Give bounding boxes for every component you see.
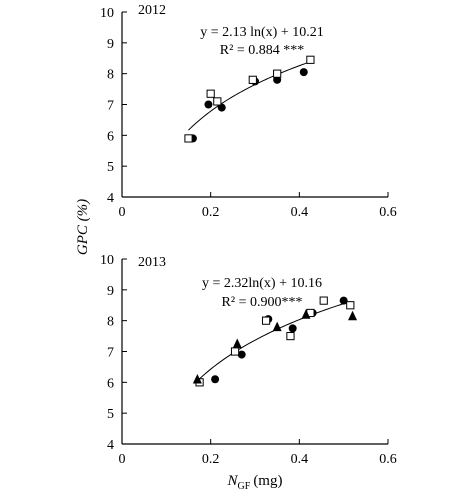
y-tick-label: 4 — [107, 438, 114, 453]
data-point-square — [346, 301, 355, 310]
y-tick-label: 6 — [107, 129, 114, 144]
x-tick-label: 0.4 — [291, 205, 309, 220]
y-tick-label: 4 — [107, 191, 114, 206]
data-point-triangle — [192, 374, 202, 384]
regression-equation: y = 2.13 ln(x) + 10.21 — [200, 25, 324, 40]
data-point-circle — [217, 103, 226, 112]
x-tick-label: 0.4 — [291, 452, 309, 467]
data-point-square — [230, 347, 240, 356]
y-tick-label: 10 — [100, 253, 114, 268]
data-point-square — [206, 89, 215, 98]
r-squared-label: R² = 0.900*** — [222, 295, 303, 310]
panel-year-label: 2013 — [138, 255, 166, 270]
data-point-circle — [211, 375, 220, 384]
y-tick-label: 6 — [107, 376, 114, 391]
data-point-triangle — [301, 309, 311, 319]
data-point-circle — [237, 350, 246, 359]
y-tick-label: 9 — [107, 37, 114, 52]
data-point-circle — [299, 68, 308, 77]
data-point-circle — [273, 75, 282, 84]
data-point-circle — [288, 324, 297, 333]
data-point-triangle — [272, 321, 282, 332]
y-tick-label: 5 — [107, 407, 114, 422]
y-tick-label: 9 — [107, 284, 114, 299]
fit-curve — [194, 301, 351, 384]
data-point-circle — [204, 100, 213, 109]
y-tick-label: 10 — [100, 6, 114, 21]
panel-year-label: 2012 — [138, 3, 166, 18]
data-point-square — [319, 296, 328, 305]
y-tick-label: 7 — [107, 346, 114, 361]
y-tick-label: 7 — [107, 99, 114, 114]
data-point-square — [248, 75, 257, 84]
data-point-square — [306, 55, 315, 64]
x-tick-label: 0.6 — [379, 452, 397, 467]
x-axis-title-unit: (mg) — [253, 473, 282, 489]
x-tick-label: 0.2 — [202, 205, 220, 220]
data-point-square — [213, 97, 222, 106]
x-tick-label: 0 — [119, 205, 126, 220]
data-point-circle — [339, 296, 348, 305]
x-axis-title-subscript: GF — [238, 481, 251, 492]
x-axis-title: NGF (mg) — [227, 473, 283, 492]
y-axis-title: GPC (%) — [75, 199, 91, 255]
panel-2012: 4 5 6 7 8 9 10 0 0.2 0.4 0.6 2012 y = 2.13 ln(x) + 1… — [100, 3, 397, 220]
x-tick-label: 0.2 — [202, 452, 220, 467]
fit-curve — [188, 62, 309, 131]
panel-2013: 4 5 6 7 8 9 10 0 0.2 0.4 0.6 2013 y = 2.32ln(x) + 10… — [100, 253, 397, 467]
y-tick-label: 8 — [107, 315, 114, 330]
data-point-square — [273, 69, 282, 78]
data-point-square — [184, 134, 193, 143]
y-tick-label: 8 — [107, 68, 114, 83]
r-squared-label: R² = 0.884 *** — [220, 43, 304, 58]
data-point-triangle — [232, 338, 242, 349]
y-tick-label: 5 — [107, 160, 114, 175]
data-point-square — [261, 316, 271, 325]
data-point-square — [286, 331, 295, 341]
x-tick-label: 0.6 — [379, 205, 397, 220]
data-point-triangle — [348, 310, 358, 321]
regression-equation: y = 2.32ln(x) + 10.16 — [202, 276, 322, 291]
x-axis-title-main: N — [227, 473, 239, 489]
x-tick-label: 0 — [119, 452, 126, 467]
